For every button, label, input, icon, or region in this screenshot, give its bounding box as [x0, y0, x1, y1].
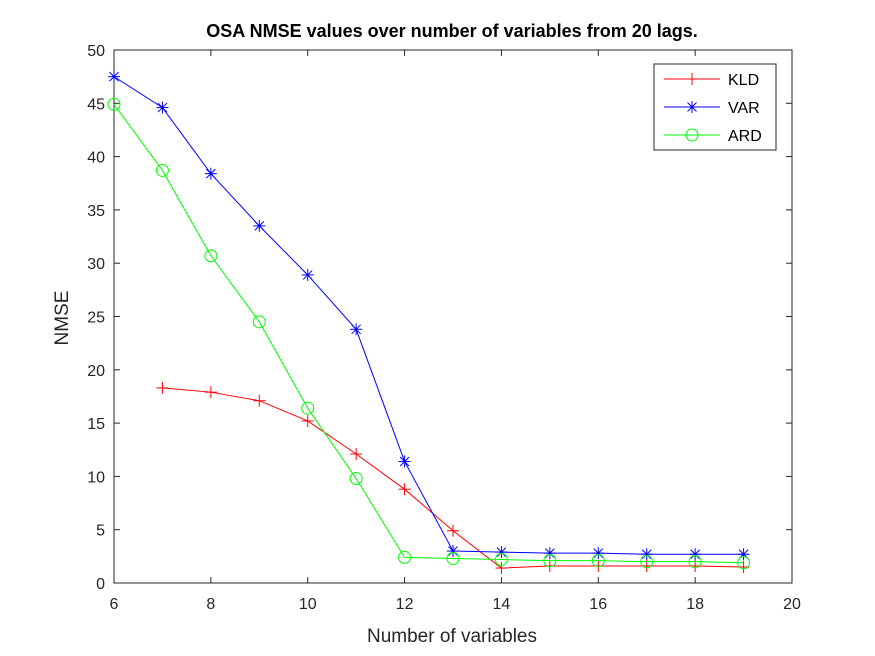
data-point-ard: [737, 556, 751, 570]
legend-item-kld: KLD: [664, 72, 759, 89]
data-point-var: [253, 219, 266, 232]
data-point-var: [301, 268, 314, 281]
data-point-var: [398, 455, 411, 468]
series-line-var: [113, 76, 744, 555]
data-point-ard: [398, 550, 412, 564]
data-point-kld: [495, 562, 508, 575]
legend-item-ard: ARD: [664, 128, 762, 145]
legend-marker-kld: [686, 73, 698, 85]
legend-label-kld: KLD: [728, 72, 759, 89]
series-kld: [156, 381, 750, 575]
legend-label-var: VAR: [728, 100, 760, 117]
data-point-var: [640, 548, 653, 561]
data-point-var: [108, 70, 120, 83]
y-axis: 0 5 10 15 20 25 30 35 40 45 50: [87, 43, 792, 593]
x-tick-label: 10: [299, 596, 317, 613]
data-point-ard: [543, 554, 557, 568]
data-point-ard: [446, 551, 460, 565]
x-axis-label: Number of variables: [367, 626, 537, 647]
series-layer: [107, 70, 751, 575]
series-ard: [107, 97, 751, 570]
data-point-kld: [398, 483, 411, 496]
data-point-var: [689, 548, 702, 561]
y-tick-label: 20: [87, 363, 105, 380]
data-point-var: [543, 547, 556, 560]
y-tick-label: 30: [87, 256, 105, 273]
legend-label-ard: ARD: [728, 128, 762, 145]
series-var: [108, 70, 750, 561]
data-point-kld: [592, 559, 605, 572]
data-point-ard: [301, 401, 315, 415]
y-tick-label: 25: [87, 310, 105, 327]
data-point-ard: [591, 554, 605, 568]
data-point-var: [204, 167, 217, 180]
data-point-ard: [252, 315, 266, 329]
legend-marker-var: [686, 101, 698, 113]
data-point-var: [447, 545, 459, 558]
data-point-kld: [301, 414, 314, 427]
y-tick-label: 10: [87, 469, 105, 486]
x-tick-label: 16: [589, 596, 607, 613]
y-tick-label: 5: [96, 523, 105, 540]
chart-title: OSA NMSE values over number of variables…: [206, 21, 698, 41]
x-axis: 6 8 10 12 14 16 18 20: [110, 50, 801, 613]
data-point-kld: [350, 448, 363, 461]
y-tick-label: 15: [87, 416, 105, 433]
y-axis-label: NMSE: [52, 291, 73, 346]
y-tick-label: 50: [87, 43, 105, 60]
series-line-ard: [113, 104, 744, 564]
x-tick-label: 12: [396, 596, 414, 613]
data-point-ard: [688, 555, 702, 569]
y-tick-label: 45: [87, 96, 105, 113]
data-point-ard: [349, 472, 363, 486]
data-point-kld: [543, 559, 556, 572]
data-point-var: [495, 546, 508, 559]
data-point-kld: [253, 394, 266, 407]
y-tick-label: 40: [87, 150, 105, 167]
data-point-kld: [204, 386, 217, 399]
data-point-ard: [494, 553, 508, 567]
y-tick-label: 0: [96, 576, 105, 593]
data-point-ard: [107, 97, 121, 111]
data-point-ard: [204, 249, 218, 263]
legend-item-var: VAR: [664, 100, 760, 117]
x-tick-label: 18: [686, 596, 704, 613]
data-point-ard: [155, 163, 169, 177]
x-tick-label: 20: [783, 596, 801, 613]
data-point-var: [592, 547, 605, 560]
data-point-var: [156, 101, 169, 114]
legend: KLD VAR ARD: [653, 63, 777, 151]
x-tick-label: 6: [110, 596, 119, 613]
x-tick-label: 8: [206, 596, 215, 613]
x-tick-label: 14: [493, 596, 511, 613]
data-point-ard: [640, 555, 654, 569]
data-point-var: [350, 323, 363, 336]
data-point-kld: [156, 381, 169, 394]
legend-marker-ard: [685, 128, 699, 142]
y-tick-label: 35: [87, 203, 105, 220]
data-point-kld: [447, 524, 459, 537]
